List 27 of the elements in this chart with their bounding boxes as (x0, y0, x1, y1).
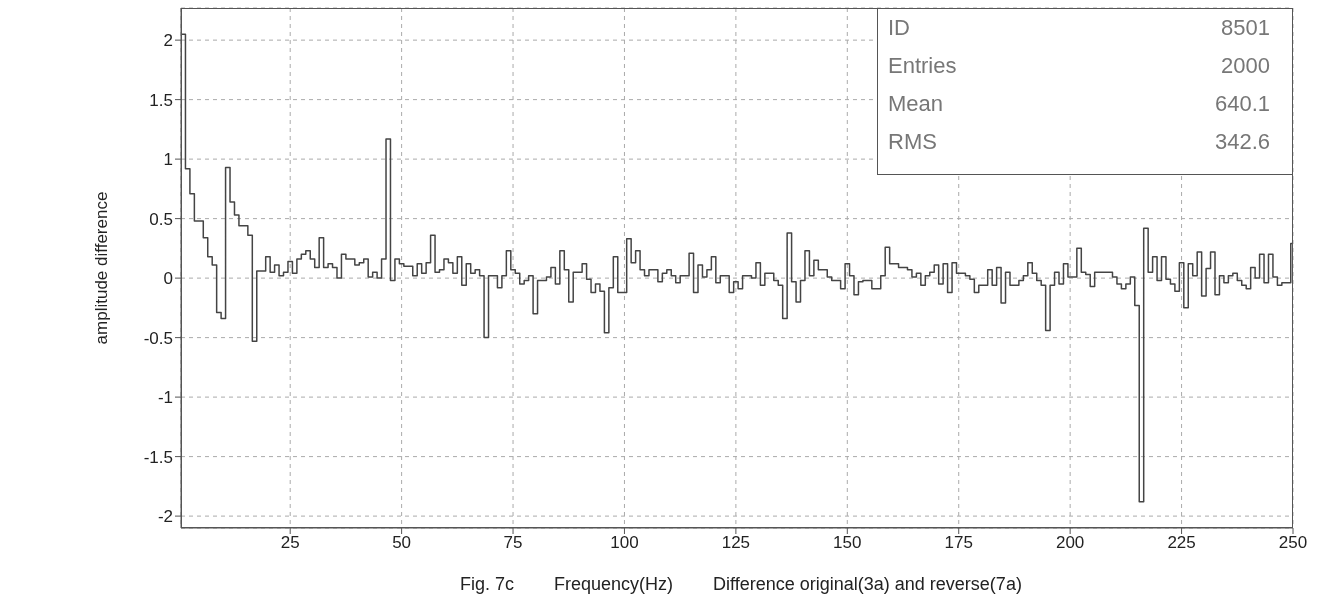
x-tick-label: 100 (610, 533, 639, 553)
y-tick-label: 0 (163, 269, 173, 289)
x-tick-label: 25 (280, 533, 300, 553)
y-tick-label: 0.5 (149, 209, 173, 229)
text: RMS 342.6 (888, 129, 1270, 154)
text: Difference original(3a) and reverse(7a) (713, 574, 1022, 595)
text: Entries 2000 (888, 53, 1270, 78)
y-tick-label: 1 (163, 150, 173, 170)
x-tick-label: 250 (1278, 533, 1308, 553)
x-tick-label: 200 (1055, 533, 1085, 553)
y-tick-label: -0.5 (143, 328, 173, 348)
x-tick-label: 75 (503, 533, 523, 553)
x-tick-label: 150 (833, 533, 862, 553)
y-tick-label: -1 (157, 388, 173, 408)
y-tick-label: 1.5 (149, 90, 173, 110)
caption: Fig. 7c (460, 574, 515, 595)
y-tick-label: 2 (163, 31, 173, 51)
text: Mean 640.1 (888, 91, 1270, 116)
y-axis-title: amplitude difference (92, 191, 112, 345)
x-axis-title: Frequency(Hz) (554, 574, 674, 595)
x-tick-label: 50 (392, 533, 412, 553)
y-tick-label: -2 (157, 507, 173, 527)
x-tick-label: 225 (1167, 533, 1196, 553)
y-tick-label: -1.5 (143, 447, 173, 467)
x-tick-label: 175 (944, 533, 973, 553)
text: ID 8501 (888, 15, 1270, 40)
x-tick-label: 125 (721, 533, 751, 553)
